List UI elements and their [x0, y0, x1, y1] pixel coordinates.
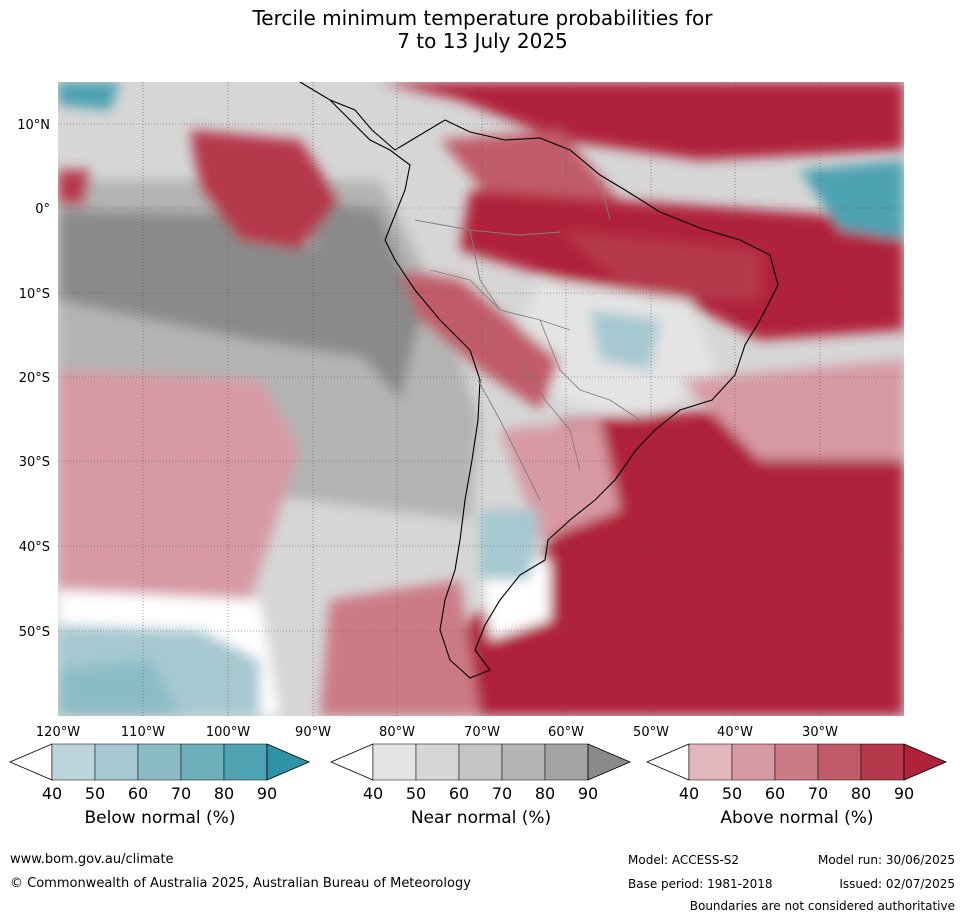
below-colorbar-tick: 40	[42, 784, 62, 803]
lon-label: 110°W	[121, 725, 165, 740]
lat-label: 50°S	[19, 625, 50, 640]
above-colorbar-tick: 40	[679, 784, 699, 803]
above-colorbar-tick: 80	[851, 784, 871, 803]
above-colorbar-tick: 70	[808, 784, 828, 803]
below-colorbar-tick: 80	[214, 784, 234, 803]
footer-url: www.bom.gov.au/climate	[10, 852, 174, 867]
near-colorbar-tick: 40	[363, 784, 383, 803]
near-colorbar-max-extension	[587, 743, 632, 781]
above-colorbar-tick: 60	[765, 784, 785, 803]
above-colorbar-segment	[817, 743, 862, 781]
lat-label: 20°S	[19, 371, 50, 386]
near-colorbar-tick: 60	[449, 784, 469, 803]
lon-label: 120°W	[36, 725, 80, 740]
near-colorbar-segment	[544, 743, 589, 781]
below-colorbar-tick: 70	[171, 784, 191, 803]
above-normal-label: Above normal (%)	[720, 808, 874, 828]
lat-label: 30°S	[19, 455, 50, 470]
below-colorbar-segment	[94, 743, 139, 781]
colorbars: 40 50 60 70 80 90 40 50 60 70 80 90 40 50 60 70 80 90	[8, 743, 948, 803]
below-colorbar-tick: 90	[257, 784, 277, 803]
below-normal-label: Below normal (%)	[84, 808, 236, 828]
below-colorbar-segment	[180, 743, 225, 781]
above-colorbar-max-extension	[903, 743, 948, 781]
footer-copyright: © Commonwealth of Australia 2025, Austra…	[10, 876, 471, 891]
lon-label: 40°W	[717, 725, 753, 740]
lon-label: 80°W	[379, 725, 415, 740]
lon-label: 30°W	[802, 725, 838, 740]
lon-label: 50°W	[633, 725, 669, 740]
lat-label: 10°S	[19, 287, 50, 302]
lon-label: 100°W	[206, 725, 250, 740]
near-colorbar-segment	[415, 743, 460, 781]
above-colorbar-segment	[774, 743, 819, 781]
country-borders	[414, 179, 641, 501]
near-normal-label: Near normal (%)	[410, 808, 552, 828]
near-colorbar-segment	[501, 743, 546, 781]
above-colorbar-segment	[731, 743, 776, 781]
footer-model: Model: ACCESS-S2	[628, 853, 740, 867]
near-colorbar-tick: 50	[406, 784, 426, 803]
near-colorbar-segment	[458, 743, 503, 781]
below-colorbar-segment	[223, 743, 268, 781]
below-colorbar-tick: 50	[85, 784, 105, 803]
above-colorbar-segment	[860, 743, 905, 781]
lon-label: 60°W	[548, 725, 584, 740]
above-colorbar-tick: 90	[894, 784, 914, 803]
footer-disclaimer: Boundaries are not considered authoritat…	[689, 899, 955, 913]
lat-label: 40°S	[19, 540, 50, 555]
near-colorbar-tick: 70	[492, 784, 512, 803]
below-colorbar-max-extension	[266, 743, 311, 781]
lat-label: 10°N	[17, 118, 50, 133]
lon-label: 70°W	[464, 725, 500, 740]
map-title-line1: Tercile minimum temperature probabilitie…	[252, 6, 713, 30]
probability-field	[58, 82, 904, 716]
graticule	[58, 82, 904, 716]
below-colorbar-min-extension	[8, 743, 53, 781]
near-colorbar-tick: 80	[535, 784, 555, 803]
footer-issued: Issued: 02/07/2025	[839, 877, 955, 891]
coastline	[299, 82, 779, 679]
below-colorbar-segment	[137, 743, 182, 781]
above-colorbar-tick: 50	[722, 784, 742, 803]
footer-model-run: Model run: 30/06/2025	[817, 853, 955, 867]
footer-base-period: Base period: 1981-2018	[628, 877, 773, 891]
below-colorbar-tick: 60	[128, 784, 148, 803]
below-colorbar-segment	[51, 743, 96, 781]
above-colorbar-segment	[688, 743, 733, 781]
lon-label: 90°W	[295, 725, 331, 740]
near-colorbar-tick: 90	[578, 784, 598, 803]
near-colorbar-min-extension	[329, 743, 374, 781]
above-colorbar-min-extension	[645, 743, 690, 781]
map-title-line2: 7 to 13 July 2025	[397, 29, 568, 53]
lat-label: 0°	[35, 202, 50, 217]
near-colorbar-segment	[372, 743, 417, 781]
